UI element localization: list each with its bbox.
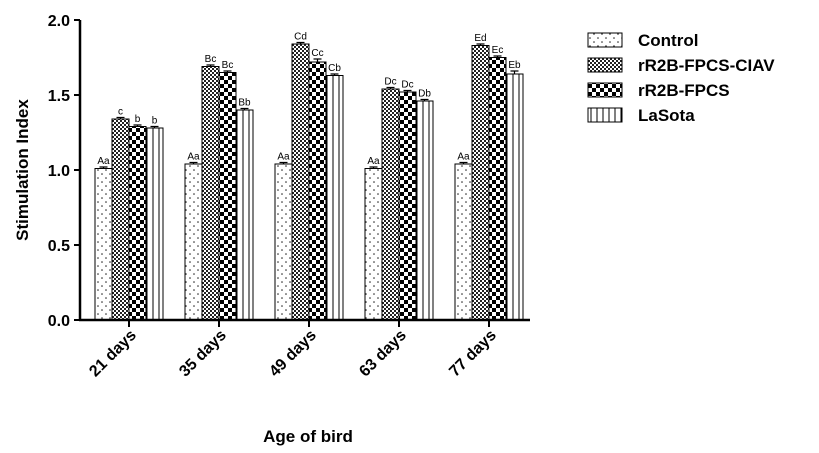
x-tick-label: 63 days bbox=[356, 327, 410, 381]
legend-label-1: rR2B-FPCS-CIAV bbox=[638, 56, 775, 75]
bar-1-3 bbox=[381, 88, 400, 321]
bar-2-0 bbox=[128, 126, 147, 321]
bar-3-0 bbox=[145, 127, 164, 321]
bar-0-1 bbox=[184, 163, 203, 321]
bar-1-2 bbox=[291, 43, 310, 321]
bar-label-1-2: Cd bbox=[294, 32, 307, 43]
bar-label-3-1: Bb bbox=[238, 98, 251, 109]
bar-3-3 bbox=[415, 100, 434, 321]
error-bar-0-2 bbox=[279, 161, 288, 164]
error-bar-2-4 bbox=[493, 55, 502, 58]
legend-label-2: rR2B-FPCS bbox=[638, 81, 730, 100]
bar-label-2-3: Dc bbox=[401, 80, 413, 91]
bar-3-2 bbox=[325, 75, 344, 321]
bar-2-3 bbox=[398, 91, 417, 321]
x-tick-label: 49 days bbox=[266, 327, 320, 381]
bar-label-3-4: Eb bbox=[508, 60, 521, 71]
error-bar-3-2 bbox=[330, 73, 339, 76]
error-bar-3-4 bbox=[510, 70, 519, 74]
legend-swatch-1 bbox=[587, 57, 623, 73]
legend: Control rR2B-FPCS-CIAV rR2B-FPCS LaSota bbox=[587, 31, 775, 125]
y-tick-label: 0.0 bbox=[48, 313, 70, 330]
bar-1-4 bbox=[471, 45, 490, 321]
bar-label-1-1: Bc bbox=[205, 54, 217, 65]
error-bar-3-3 bbox=[420, 98, 429, 101]
bar-3-4 bbox=[505, 73, 524, 321]
bar-1-0 bbox=[111, 118, 130, 321]
bar-3-1 bbox=[235, 109, 254, 321]
bar-label-0-2: Aa bbox=[277, 152, 290, 163]
bar-1-1 bbox=[201, 66, 220, 321]
bar-label-0-3: Aa bbox=[367, 156, 380, 167]
error-bar-0-4 bbox=[459, 161, 468, 164]
x-tick-label: 21 days bbox=[86, 327, 140, 381]
bar-label-3-0: b bbox=[152, 116, 158, 127]
error-bar-2-1 bbox=[223, 70, 232, 73]
bar-label-2-1: Bc bbox=[222, 60, 234, 71]
legend-label-0: Control bbox=[638, 31, 698, 50]
error-bar-0-0 bbox=[99, 166, 108, 169]
bar-label-0-1: Aa bbox=[187, 152, 200, 163]
bar-label-1-3: Dc bbox=[384, 77, 396, 88]
bar-0-2 bbox=[274, 163, 293, 321]
legend-swatch-2 bbox=[587, 82, 623, 98]
bar-label-1-4: Ed bbox=[474, 33, 486, 44]
legend-swatch-0 bbox=[587, 32, 623, 48]
error-bar-1-3 bbox=[386, 86, 395, 89]
bar-label-1-0: c bbox=[118, 107, 123, 118]
error-bar-1-1 bbox=[206, 64, 215, 67]
error-bar-3-1 bbox=[240, 107, 249, 110]
y-tick-label: 2.0 bbox=[48, 13, 70, 30]
error-bar-3-0 bbox=[150, 125, 159, 128]
x-axis-title: Age of bird bbox=[263, 427, 353, 446]
bar-0-0 bbox=[94, 168, 113, 321]
bar-label-2-2: Cc bbox=[311, 48, 323, 59]
x-tick-label: 77 days bbox=[446, 327, 500, 381]
error-bar-1-0 bbox=[116, 116, 125, 119]
y-tick-label: 0.5 bbox=[48, 238, 70, 255]
x-tick-label: 35 days bbox=[176, 327, 230, 381]
bar-label-0-0: Aa bbox=[97, 156, 110, 167]
error-bar-0-1 bbox=[189, 161, 198, 164]
y-axis-title: Stimulation Index bbox=[13, 99, 32, 241]
bar-2-2 bbox=[308, 61, 327, 321]
bar-label-2-4: Ec bbox=[492, 45, 504, 56]
bar-label-3-3: Db bbox=[418, 89, 431, 100]
bar-label-0-4: Aa bbox=[457, 152, 470, 163]
error-bar-2-2 bbox=[313, 58, 322, 62]
bar-2-4 bbox=[488, 57, 507, 321]
bar-2-1 bbox=[218, 72, 237, 321]
legend-label-3: LaSota bbox=[638, 106, 695, 125]
legend-swatch-3 bbox=[587, 107, 623, 123]
bar-label-3-2: Cb bbox=[328, 63, 341, 74]
bars-layer: Aa Aa Aa Aa Aa c Bc Cd Dc Ed b Bc Cc Dc Ec b Bb Cb Db Eb bbox=[94, 32, 524, 321]
bar-0-3 bbox=[364, 168, 383, 321]
y-tick-label: 1.0 bbox=[48, 163, 70, 180]
error-bar-1-4 bbox=[476, 43, 485, 46]
bar-label-2-0: b bbox=[135, 114, 141, 125]
error-bar-0-3 bbox=[369, 166, 378, 169]
error-bar-1-2 bbox=[296, 41, 305, 44]
error-bar-2-3 bbox=[403, 89, 412, 92]
error-bar-2-0 bbox=[133, 124, 142, 127]
bar-0-4 bbox=[454, 163, 473, 321]
y-tick-label: 1.5 bbox=[48, 88, 70, 105]
